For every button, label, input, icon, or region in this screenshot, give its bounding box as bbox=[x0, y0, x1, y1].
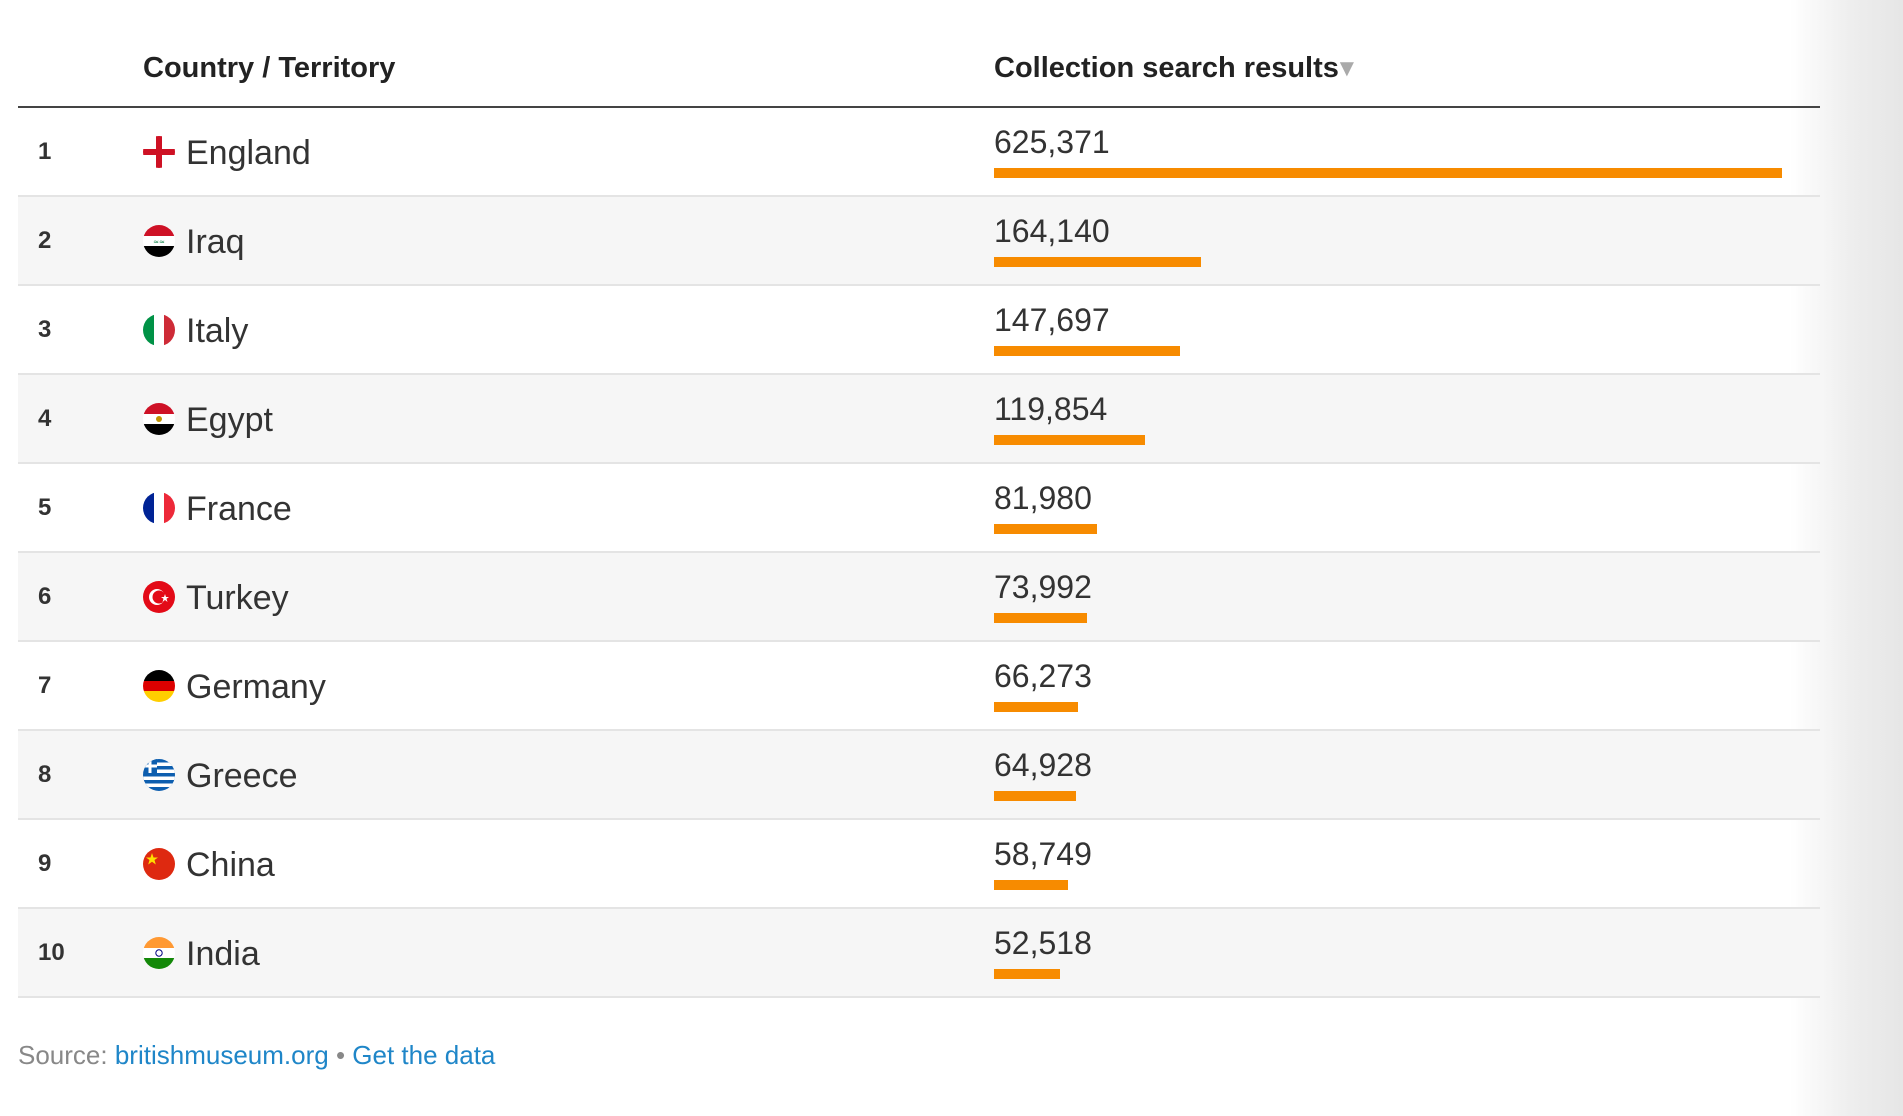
result-bar bbox=[994, 702, 1078, 712]
country-name: Italy bbox=[186, 312, 249, 350]
sort-descending-icon[interactable]: ▼ bbox=[1335, 55, 1359, 82]
table-row: 3 Italy 147,697 bbox=[18, 286, 1820, 375]
result-bar bbox=[994, 257, 1201, 267]
greece-flag-icon bbox=[143, 759, 175, 791]
get-data-link[interactable]: Get the data bbox=[352, 1040, 496, 1070]
source-label: Source: bbox=[18, 1040, 108, 1070]
result-bar bbox=[994, 524, 1097, 534]
column-header-results[interactable]: Collection search results bbox=[994, 52, 1339, 84]
country-name: Germany bbox=[186, 668, 326, 706]
country-name: France bbox=[186, 490, 292, 528]
rank-number: 9 bbox=[38, 850, 52, 877]
england-flag-icon bbox=[143, 136, 175, 168]
table-row: 5 France 81,980 bbox=[18, 464, 1820, 553]
result-value-label: 64,928 bbox=[994, 747, 1092, 783]
result-bar bbox=[994, 969, 1060, 979]
rank-number: 5 bbox=[38, 494, 52, 521]
france-flag-icon bbox=[143, 492, 175, 524]
country-name: Egypt bbox=[186, 401, 273, 439]
egypt-flag-icon bbox=[143, 403, 175, 435]
table-row: 6 Turkey 73,992 bbox=[18, 553, 1820, 642]
result-bar bbox=[994, 168, 1782, 178]
country-name: India bbox=[186, 935, 260, 973]
result-bar bbox=[994, 791, 1076, 801]
iraq-flag-icon: ≈≈ bbox=[143, 225, 175, 257]
table-row: 7 Germany 66,273 bbox=[18, 642, 1820, 731]
country-name: Iraq bbox=[186, 223, 245, 261]
rank-number: 10 bbox=[38, 939, 65, 966]
table-body: 1 England 625,371 2 ≈≈ Iraq 164,140 3 Italy 147,6… bbox=[18, 108, 1820, 998]
rank-number: 3 bbox=[38, 316, 52, 343]
result-value-label: 58,749 bbox=[994, 836, 1092, 872]
column-header-country[interactable]: Country / Territory bbox=[143, 52, 396, 84]
svg-text:≈≈: ≈≈ bbox=[153, 238, 165, 246]
country-name: England bbox=[186, 134, 311, 172]
china-flag-icon bbox=[143, 848, 175, 880]
india-flag-icon bbox=[143, 937, 175, 969]
result-value-label: 147,697 bbox=[994, 302, 1110, 338]
result-value-label: 625,371 bbox=[994, 124, 1110, 160]
source-link[interactable]: britishmuseum.org bbox=[114, 1040, 329, 1070]
table-row: 8 Greece 64,928 bbox=[18, 731, 1820, 820]
rank-number: 6 bbox=[38, 583, 52, 610]
result-bar bbox=[994, 435, 1145, 445]
rank-number: 4 bbox=[38, 405, 52, 432]
table-row: 9 China 58,749 bbox=[18, 820, 1820, 909]
rank-number: 1 bbox=[38, 138, 52, 165]
result-bar bbox=[994, 613, 1087, 623]
rank-number: 8 bbox=[38, 761, 52, 788]
ranking-table: Country / Territory Collection search re… bbox=[18, 0, 1820, 998]
table-row: 4 Egypt 119,854 bbox=[18, 375, 1820, 464]
source-separator: • bbox=[335, 1040, 346, 1070]
table-row: 10 India 52,518 bbox=[18, 909, 1820, 998]
country-name: Greece bbox=[186, 757, 298, 795]
result-value-label: 73,992 bbox=[994, 569, 1092, 605]
result-bar bbox=[994, 880, 1068, 890]
germany-flag-icon bbox=[143, 670, 175, 702]
rank-number: 7 bbox=[38, 672, 52, 699]
rank-number: 2 bbox=[38, 227, 52, 254]
source-note: Source: britishmuseum.org • Get the data bbox=[18, 1040, 495, 1071]
result-bar bbox=[994, 346, 1180, 356]
country-name: Turkey bbox=[186, 579, 289, 617]
result-value-label: 52,518 bbox=[994, 925, 1092, 961]
table-row: 2 ≈≈ Iraq 164,140 bbox=[18, 197, 1820, 286]
table-row: 1 England 625,371 bbox=[18, 108, 1820, 197]
table-header: Country / Territory Collection search re… bbox=[18, 0, 1820, 108]
turkey-flag-icon bbox=[143, 581, 175, 613]
result-value-label: 66,273 bbox=[994, 658, 1092, 694]
result-value-label: 119,854 bbox=[994, 391, 1108, 427]
italy-flag-icon bbox=[143, 314, 175, 346]
result-value-label: 164,140 bbox=[994, 213, 1110, 249]
country-name: China bbox=[186, 846, 275, 884]
result-value-label: 81,980 bbox=[994, 480, 1092, 516]
